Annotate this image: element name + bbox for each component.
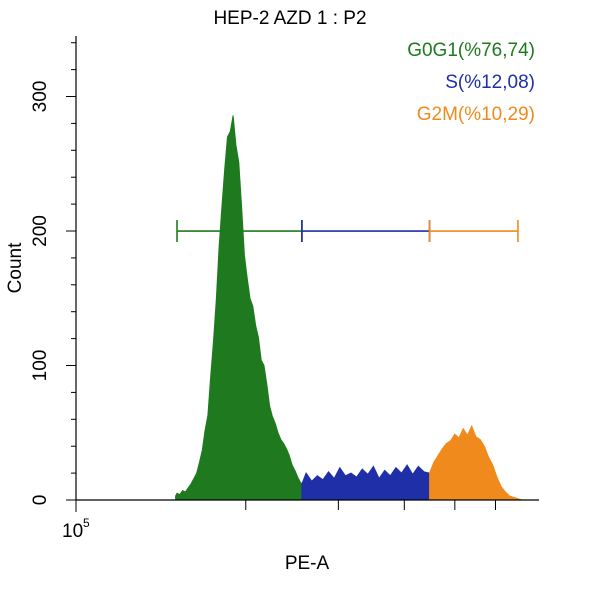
- histogram-area-s: [301, 464, 431, 501]
- histogram-area-g0g1: [175, 115, 303, 501]
- legend-entry-g2m: G2M(%10,29): [417, 104, 535, 125]
- x-tick-label-base: 10: [62, 521, 83, 542]
- histogram-area-g2m: [429, 424, 523, 501]
- legend-entry-s: S(%12,08): [445, 72, 535, 93]
- x-tick-label-exponent: 5: [83, 516, 90, 530]
- y-tick-label: 100: [30, 350, 51, 382]
- legend-entry-g0g1: G0G1(%76,74): [407, 40, 535, 61]
- x-axis-title: PE-A: [285, 553, 330, 574]
- y-tick-label: 300: [30, 81, 51, 113]
- y-axis-title: Count: [5, 242, 26, 293]
- y-tick-label: 200: [30, 215, 51, 247]
- y-tick-label: 0: [30, 495, 51, 506]
- chart-title: HEP-2 AZD 1 : P2: [213, 8, 366, 29]
